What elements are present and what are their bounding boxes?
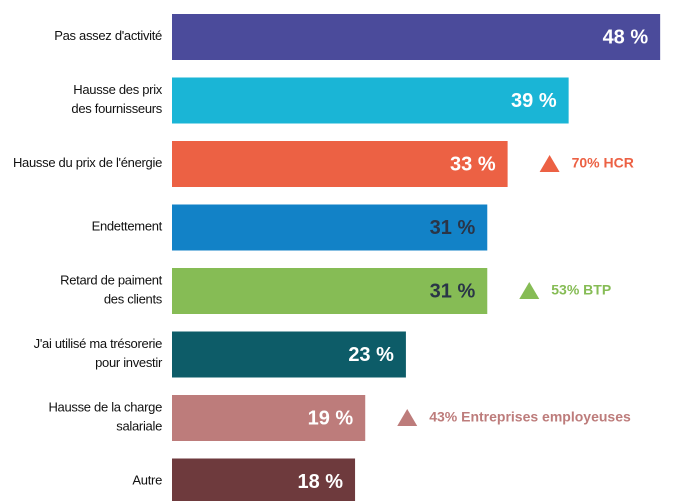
value-label: 18 % [297,471,343,493]
bar [172,141,508,187]
category-line: Hausse de la charge [48,400,162,415]
category-label: Hausse de la charge salariale [48,400,162,434]
category-line: Hausse des prix [73,82,163,97]
category-label: Hausse du prix de l'énergie [13,155,162,170]
category-line: des fournisseurs [71,101,162,116]
category-line: Autre [132,473,162,488]
category-line: Retard de paiment [60,273,163,288]
value-label: 39 % [511,90,557,112]
annotation-text: 43% Entreprises employeuses [429,409,631,425]
value-label: 31 % [430,280,476,302]
annotation-triangle [539,155,560,172]
value-label: 23 % [348,344,394,366]
category-line: Hausse du prix de l'énergie [13,155,162,170]
value-label: 48 % [603,26,649,48]
bar [172,77,569,124]
value-label: 31 % [430,217,476,239]
category-label: Autre [132,473,162,488]
category-line: pour investir [95,355,163,370]
bar [172,331,406,378]
bar [172,395,366,441]
annotation-triangle [519,282,540,299]
annotation-text: 53% BTP [551,282,611,298]
category-line: Endettement [92,219,163,234]
value-label: 33 % [450,153,496,175]
category-line: salariale [116,419,162,434]
category-line: des clients [104,292,163,307]
bar [172,268,488,314]
category-label: Endettement [92,219,163,234]
bar [172,14,661,60]
category-label: Pas assez d'activité [54,28,162,43]
annotation-text: 70% HCR [572,155,634,171]
category-line: Pas assez d'activité [54,28,162,43]
bar [172,204,488,251]
category-label: Retard de paiment des clients [60,273,163,307]
value-label: 19 % [308,407,354,429]
category-label: J'ai utilisé ma trésorerie pour investir [34,336,163,370]
bar [172,458,356,501]
annotation-triangle [397,409,418,426]
category-label: Hausse des prix des fournisseurs [71,82,162,116]
category-line: J'ai utilisé ma trésorerie [34,336,162,351]
